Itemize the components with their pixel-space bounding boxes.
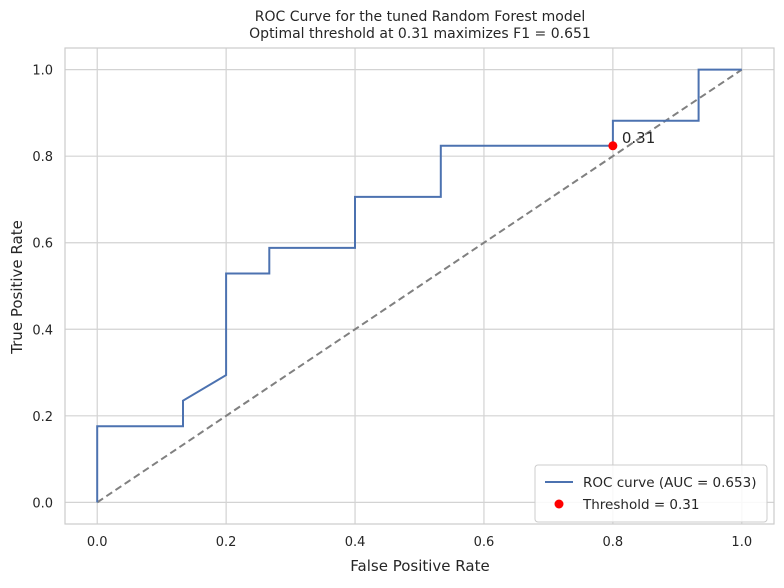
y-axis-label: True Positive Rate <box>8 220 26 355</box>
x-axis-label: False Positive Rate <box>350 557 489 575</box>
legend-threshold-swatch <box>554 499 564 509</box>
x-tick-label: 0.4 <box>345 535 366 550</box>
y-tick-label: 0.6 <box>32 237 53 252</box>
y-tick-label: 0.0 <box>32 496 53 511</box>
legend: ROC curve (AUC = 0.653) Threshold = 0.31 <box>534 464 768 523</box>
y-tick-label: 0.2 <box>32 410 53 425</box>
legend-threshold-label: Threshold = 0.31 <box>582 497 699 513</box>
x-tick-label: 0.0 <box>87 535 108 550</box>
x-tick-label: 0.6 <box>474 535 495 550</box>
y-tick-label: 0.8 <box>32 150 53 165</box>
reference-layer <box>96 68 743 504</box>
threshold-annotation: 0.31 <box>622 129 655 147</box>
series-layer <box>96 68 742 503</box>
chart-title: ROC Curve for the tuned Random Forest mo… <box>255 9 585 25</box>
legend-roc-label: ROC curve (AUC = 0.653) <box>583 475 756 491</box>
chart-subtitle: Optimal threshold at 0.31 maximizes F1 =… <box>249 26 591 42</box>
y-tick-label: 0.4 <box>32 323 53 338</box>
threshold-point <box>608 141 618 151</box>
x-tick-label: 1.0 <box>731 535 752 550</box>
roc-curve-line <box>96 68 742 503</box>
grid-layer <box>65 48 774 524</box>
x-tick-label: 0.8 <box>603 535 624 550</box>
plot-frame <box>64 47 775 525</box>
x-tick-label: 0.2 <box>216 535 237 550</box>
y-tick-label: 1.0 <box>32 64 53 79</box>
axis-layer: 0.0 0.2 0.4 0.6 0.8 1.0 0.0 0.2 0.4 0.6 0.8 1.0 <box>32 47 775 550</box>
threshold-layer: 0.31 <box>608 129 655 151</box>
reference-diagonal-line <box>96 68 743 504</box>
legend-box <box>534 464 768 523</box>
